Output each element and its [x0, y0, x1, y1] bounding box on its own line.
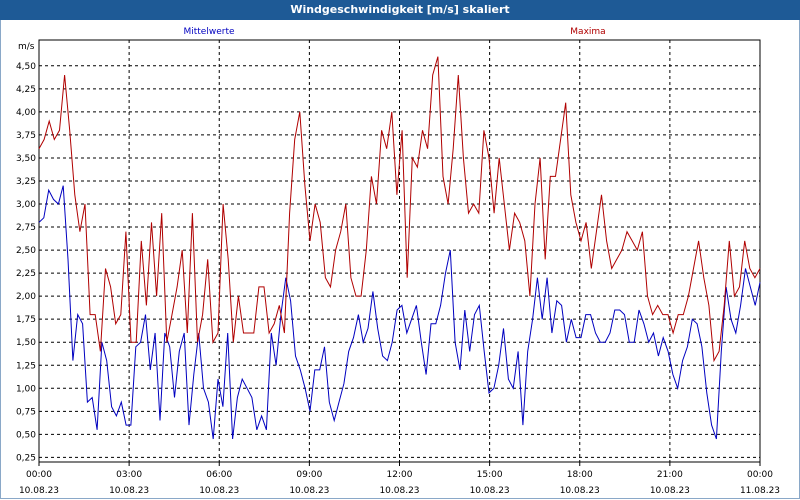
- x-tick-time: 18:00: [567, 470, 593, 480]
- chart-title: Windgeschwindigkeit [m/s] skaliert: [0, 0, 800, 20]
- x-tick-time: 21:00: [657, 470, 683, 480]
- x-tick-time: 06:00: [206, 470, 232, 480]
- x-tick-time: 12:00: [387, 470, 413, 480]
- x-tick-date: 10.08.23: [289, 486, 329, 496]
- y-tick-label: 2,25: [16, 269, 36, 279]
- legend-mittelwerte: Mittelwerte: [183, 27, 234, 37]
- x-tick-time: 03:00: [116, 470, 142, 480]
- y-tick-label: 4,00: [16, 108, 36, 118]
- legend-maxima: Maxima: [570, 27, 605, 37]
- y-tick-label: 3,75: [16, 131, 36, 141]
- x-tick-date: 11.08.23: [740, 486, 780, 496]
- x-tick-date: 10.08.23: [19, 486, 59, 496]
- x-tick-date: 10.08.23: [199, 486, 239, 496]
- x-tick-time: 09:00: [296, 470, 322, 480]
- x-tick-date: 10.08.23: [379, 486, 419, 496]
- y-tick-label: 1,50: [16, 338, 36, 348]
- x-tick-date: 10.08.23: [109, 486, 149, 496]
- x-tick-date: 10.08.23: [470, 486, 510, 496]
- y-tick-label: 2,00: [16, 292, 36, 302]
- y-tick-label: 3,50: [16, 154, 36, 164]
- x-tick-time: 00:00: [747, 470, 773, 480]
- series-line-mittelwerte: [38, 185, 761, 440]
- y-tick-label: 2,50: [16, 246, 36, 256]
- x-tick-time: 15:00: [477, 470, 503, 480]
- y-tick-label: 0,25: [16, 453, 36, 463]
- y-tick-label: 2,75: [16, 223, 36, 233]
- x-tick-date: 10.08.23: [650, 486, 690, 496]
- y-tick-label: 4,25: [16, 85, 36, 95]
- x-tick-date: 10.08.23: [560, 486, 600, 496]
- plot-area-border: [38, 39, 761, 463]
- x-tick-time: 00:00: [26, 470, 52, 480]
- y-axis-label: m/s: [18, 42, 35, 52]
- y-tick-label: 0,75: [16, 407, 36, 417]
- y-tick-label: 3,00: [16, 200, 36, 210]
- y-tick-label: 3,25: [16, 177, 36, 187]
- y-tick-label: 1,00: [16, 384, 36, 394]
- y-tick-label: 1,25: [16, 361, 36, 371]
- y-tick-label: 0,50: [16, 430, 36, 440]
- series-line-maxima: [38, 56, 761, 363]
- y-tick-label: 4,50: [16, 62, 36, 72]
- y-tick-label: 1,75: [16, 315, 36, 325]
